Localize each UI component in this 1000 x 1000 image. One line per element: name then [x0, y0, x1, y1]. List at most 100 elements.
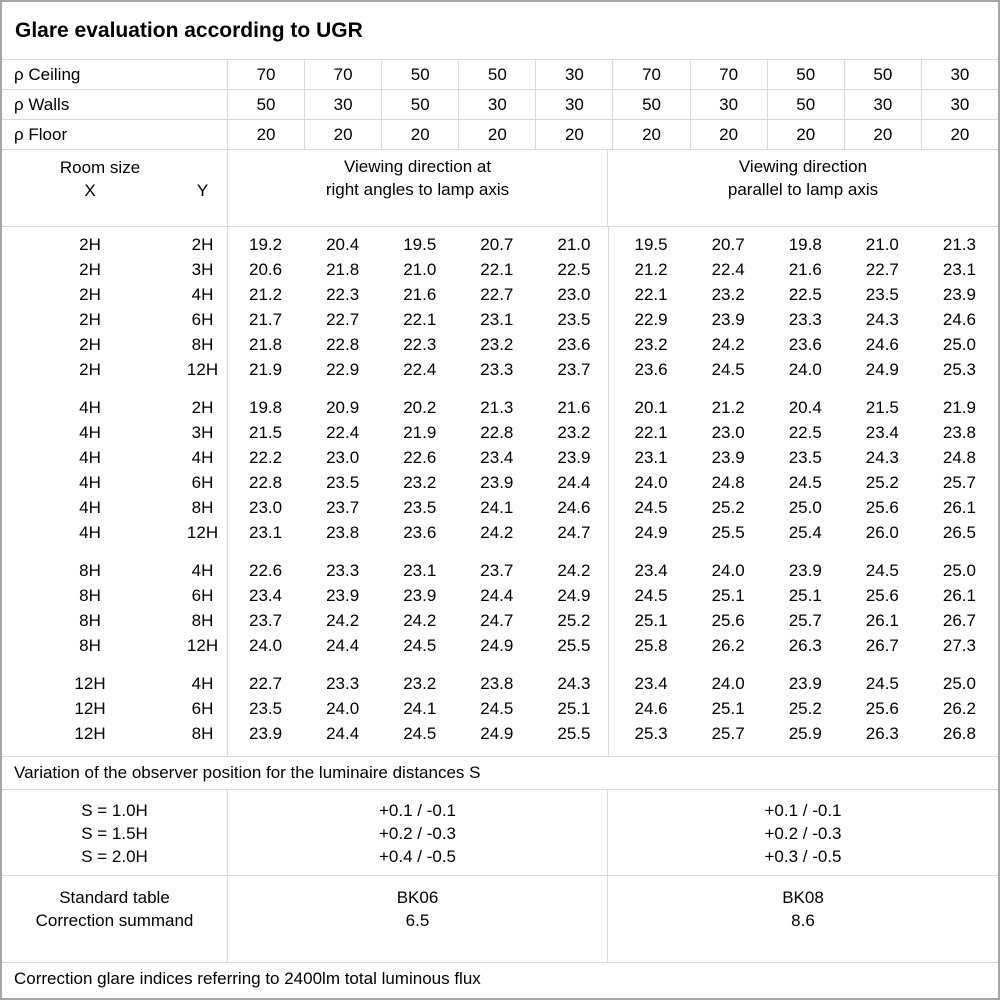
ugr-value: 24.4 [326, 635, 360, 655]
room-x: 2H [79, 309, 101, 329]
table-row: 2H 2H 19.2 20.4 19.5 20.7 21.0 19.5 20.7 19.8 21.0… [2, 232, 998, 257]
ugr-value: 23.5 [865, 284, 899, 304]
ugr-value: 25.6 [865, 497, 899, 517]
reflectance-value: 70 [227, 60, 304, 89]
table-row: 12H 8H 23.9 24.4 24.5 24.9 25.5 25.3 25.7 25.9 26.… [2, 721, 998, 746]
ugr-group: 4H 2H 19.8 20.9 20.2 21.3 21.6 20.1 21.2 20.4 21.5… [2, 395, 998, 545]
ugr-value: 21.6 [557, 397, 591, 417]
ugr-value: 23.3 [326, 673, 360, 693]
reflectance-row: ρ Floor 20 20 20 20 20 20 20 20 20 20 [2, 120, 998, 150]
ugr-value: 24.5 [865, 560, 899, 580]
ugr-groups: 2H 2H 19.2 20.4 19.5 20.7 21.0 19.5 20.7 19.8 21.0… [2, 232, 998, 746]
room-y: 4H [191, 284, 214, 304]
ugr-value: 23.9 [249, 723, 283, 743]
table-row: 4H 8H 23.0 23.7 23.5 24.1 24.6 24.5 25.2 25.0 25.6… [2, 495, 998, 520]
room-y: 8H [191, 610, 214, 630]
reflectance-value: 50 [612, 90, 689, 119]
right-angles-header: Viewing direction at right angles to lam… [227, 150, 607, 226]
ugr-value: 24.9 [480, 723, 514, 743]
ugr-value: 25.1 [557, 698, 591, 718]
ugr-value: 24.0 [788, 359, 822, 379]
column-divider [227, 227, 228, 756]
ugr-value: 23.6 [788, 334, 822, 354]
room-size-header: Room size X Y [2, 150, 227, 226]
ugr-value: 23.2 [403, 472, 437, 492]
ugr-value: 23.1 [403, 560, 437, 580]
right-angles-header-line2: right angles to lamp axis [325, 180, 510, 199]
room-y: 4H [191, 447, 214, 467]
ugr-value: 24.2 [403, 610, 437, 630]
reflectance-value: 20 [458, 120, 535, 149]
ugr-value: 25.6 [865, 585, 899, 605]
ugr-value: 24.3 [865, 309, 899, 329]
variation-value-right-angles: +0.1 / -0.1 [378, 801, 457, 820]
ugr-value: 24.6 [557, 497, 591, 517]
ugr-value: 21.0 [403, 259, 437, 279]
reflectance-value: 30 [535, 90, 612, 119]
ugr-value: 23.4 [249, 585, 283, 605]
table-row: 8H 8H 23.7 24.2 24.2 24.7 25.2 25.1 25.6 25.7 26.1… [2, 608, 998, 633]
reflectance-value: 30 [689, 90, 767, 119]
ugr-value: 24.7 [557, 522, 591, 542]
ugr-value: 22.9 [326, 359, 360, 379]
ugr-value: 23.3 [788, 309, 822, 329]
ugr-value: 24.5 [788, 472, 822, 492]
ugr-value: 22.7 [480, 284, 514, 304]
room-y: 4H [191, 673, 214, 693]
correction-summand-parallel: 8.6 [791, 911, 815, 930]
matrix-header: Room size X Y Viewing direction at right… [2, 150, 998, 227]
ugr-value: 23.5 [788, 447, 822, 467]
reflectance-value: 50 [766, 60, 844, 89]
ugr-value: 22.6 [403, 447, 437, 467]
ugr-value: 21.3 [942, 234, 976, 254]
room-y: 3H [191, 259, 214, 279]
table-row: 4H 2H 19.8 20.9 20.2 21.3 21.6 20.1 21.2 20.4 21.5… [2, 395, 998, 420]
ugr-value: 21.6 [403, 284, 437, 304]
ugr-value: 22.3 [403, 334, 437, 354]
reflectance-value: 20 [612, 120, 689, 149]
room-x: 4H [79, 472, 101, 492]
room-x: 4H [79, 522, 101, 542]
ugr-value: 26.8 [942, 723, 976, 743]
ugr-value: 21.0 [557, 234, 591, 254]
ugr-value: 27.3 [942, 635, 976, 655]
reflectance-value: 70 [304, 60, 381, 89]
ugr-value: 22.7 [249, 673, 283, 693]
reflectance-value: 30 [535, 60, 612, 89]
table-row: 2H 12H 21.9 22.9 22.4 23.3 23.7 23.6 24.5 24.0 24.… [2, 357, 998, 382]
reflectance-rows: ρ Ceiling 70 70 50 50 30 70 70 50 50 30 ρ Walls 50 30… [2, 60, 998, 150]
ugr-value: 20.7 [711, 234, 745, 254]
ugr-value: 26.7 [865, 635, 899, 655]
room-x: 8H [79, 610, 101, 630]
ugr-value: 24.4 [557, 472, 591, 492]
correction-summand-right-angles: 6.5 [405, 911, 430, 930]
room-y: 12H [186, 359, 219, 379]
reflectance-value: 30 [304, 90, 381, 119]
ugr-value: 24.1 [403, 698, 437, 718]
reflectance-value: 20 [381, 120, 458, 149]
reflectance-value: 30 [458, 90, 535, 119]
ugr-value: 24.6 [865, 334, 899, 354]
section-divider [608, 227, 609, 756]
ugr-value: 24.6 [634, 698, 668, 718]
ugr-value: 26.3 [788, 635, 822, 655]
table-row: 4H 3H 21.5 22.4 21.9 22.8 23.2 22.1 23.0 22.5 23.4… [2, 420, 998, 445]
ugr-value: 26.7 [942, 610, 976, 630]
ugr-value: 25.5 [557, 635, 591, 655]
ugr-value: 23.9 [326, 585, 360, 605]
room-y: 2H [191, 397, 214, 417]
ugr-value: 24.7 [480, 610, 514, 630]
standard-table-section: Standard table Correction summand BK06 6… [2, 876, 998, 963]
ugr-value: 23.6 [557, 334, 591, 354]
ugr-value: 21.2 [249, 284, 283, 304]
ugr-value: 23.2 [480, 334, 514, 354]
room-x: 12H [74, 723, 106, 743]
table-row: 8H 4H 22.6 23.3 23.1 23.7 24.2 23.4 24.0 23.9 24.5… [2, 558, 998, 583]
ugr-value: 26.3 [865, 723, 899, 743]
room-y: 12H [186, 522, 219, 542]
ugr-value: 25.7 [788, 610, 822, 630]
page-title: Glare evaluation according to UGR [2, 2, 998, 60]
ugr-value-matrix: 2H 2H 19.2 20.4 19.5 20.7 21.0 19.5 20.7 19.8 21.0… [2, 227, 998, 757]
ugr-value: 23.0 [249, 497, 283, 517]
reflectance-value: 70 [689, 60, 767, 89]
